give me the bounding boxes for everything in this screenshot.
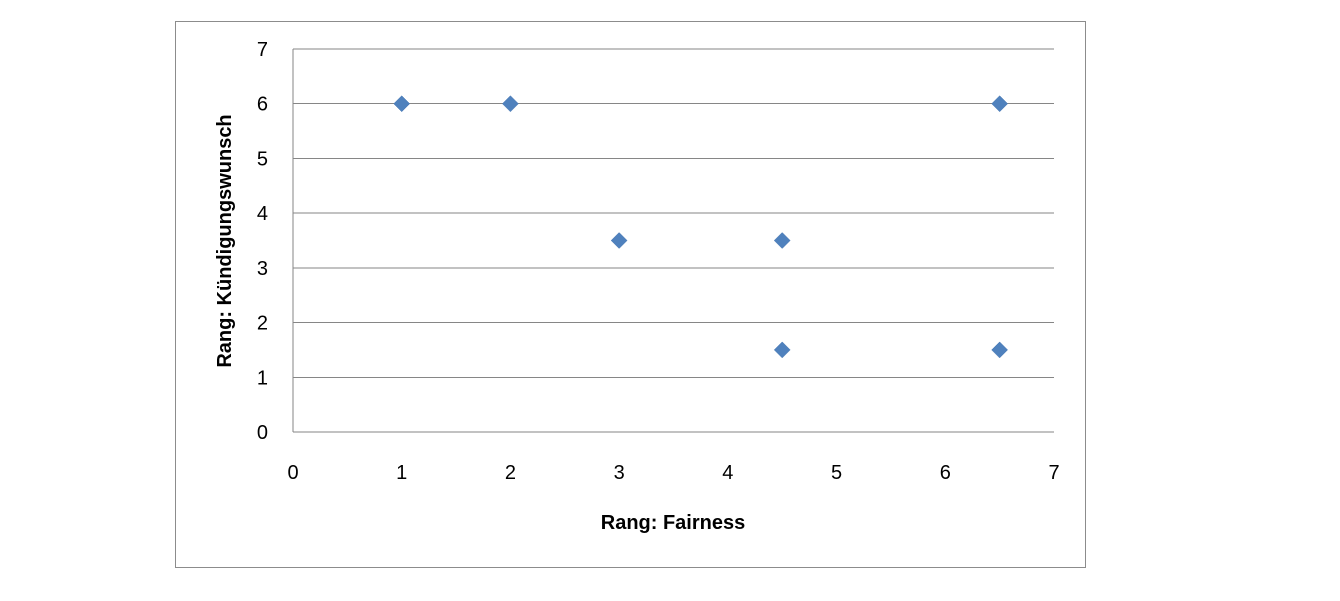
x-tick-label: 4: [722, 462, 733, 484]
x-tick-labels: 0 1 2 3 4 5 6 7: [287, 462, 1059, 484]
data-points: [393, 95, 1008, 359]
y-tick-label: 3: [257, 258, 268, 280]
y-tick-label: 2: [257, 313, 268, 335]
x-tick-label: 3: [614, 462, 625, 484]
y-tick-label: 0: [257, 422, 268, 444]
data-point: [991, 341, 1008, 359]
y-tick-label: 6: [257, 94, 268, 116]
y-tick-label: 4: [257, 203, 268, 225]
data-point: [502, 95, 519, 113]
y-tick-labels: 0 1 2 3 4 5 6 7: [257, 39, 268, 444]
y-tick-label: 5: [257, 148, 268, 170]
x-tick-label: 6: [940, 462, 951, 484]
y-tick-label: 1: [257, 367, 268, 389]
x-tick-label: 0: [287, 462, 298, 484]
x-tick-label: 2: [505, 462, 516, 484]
data-point: [773, 341, 791, 359]
data-point: [393, 95, 411, 113]
x-tick-label: 7: [1048, 462, 1059, 484]
data-point: [991, 95, 1008, 113]
data-point: [610, 232, 628, 249]
chart-frame: [175, 21, 1086, 568]
y-tick-label: 7: [257, 39, 268, 61]
x-tick-label: 1: [396, 462, 407, 484]
y-axis-title: Rang: Kündigungswunsch: [214, 114, 236, 367]
data-point: [773, 232, 791, 249]
grid-lines: [292, 48, 1054, 433]
x-axis-title: Rang: Fairness: [601, 512, 745, 534]
x-tick-label: 5: [831, 462, 842, 484]
